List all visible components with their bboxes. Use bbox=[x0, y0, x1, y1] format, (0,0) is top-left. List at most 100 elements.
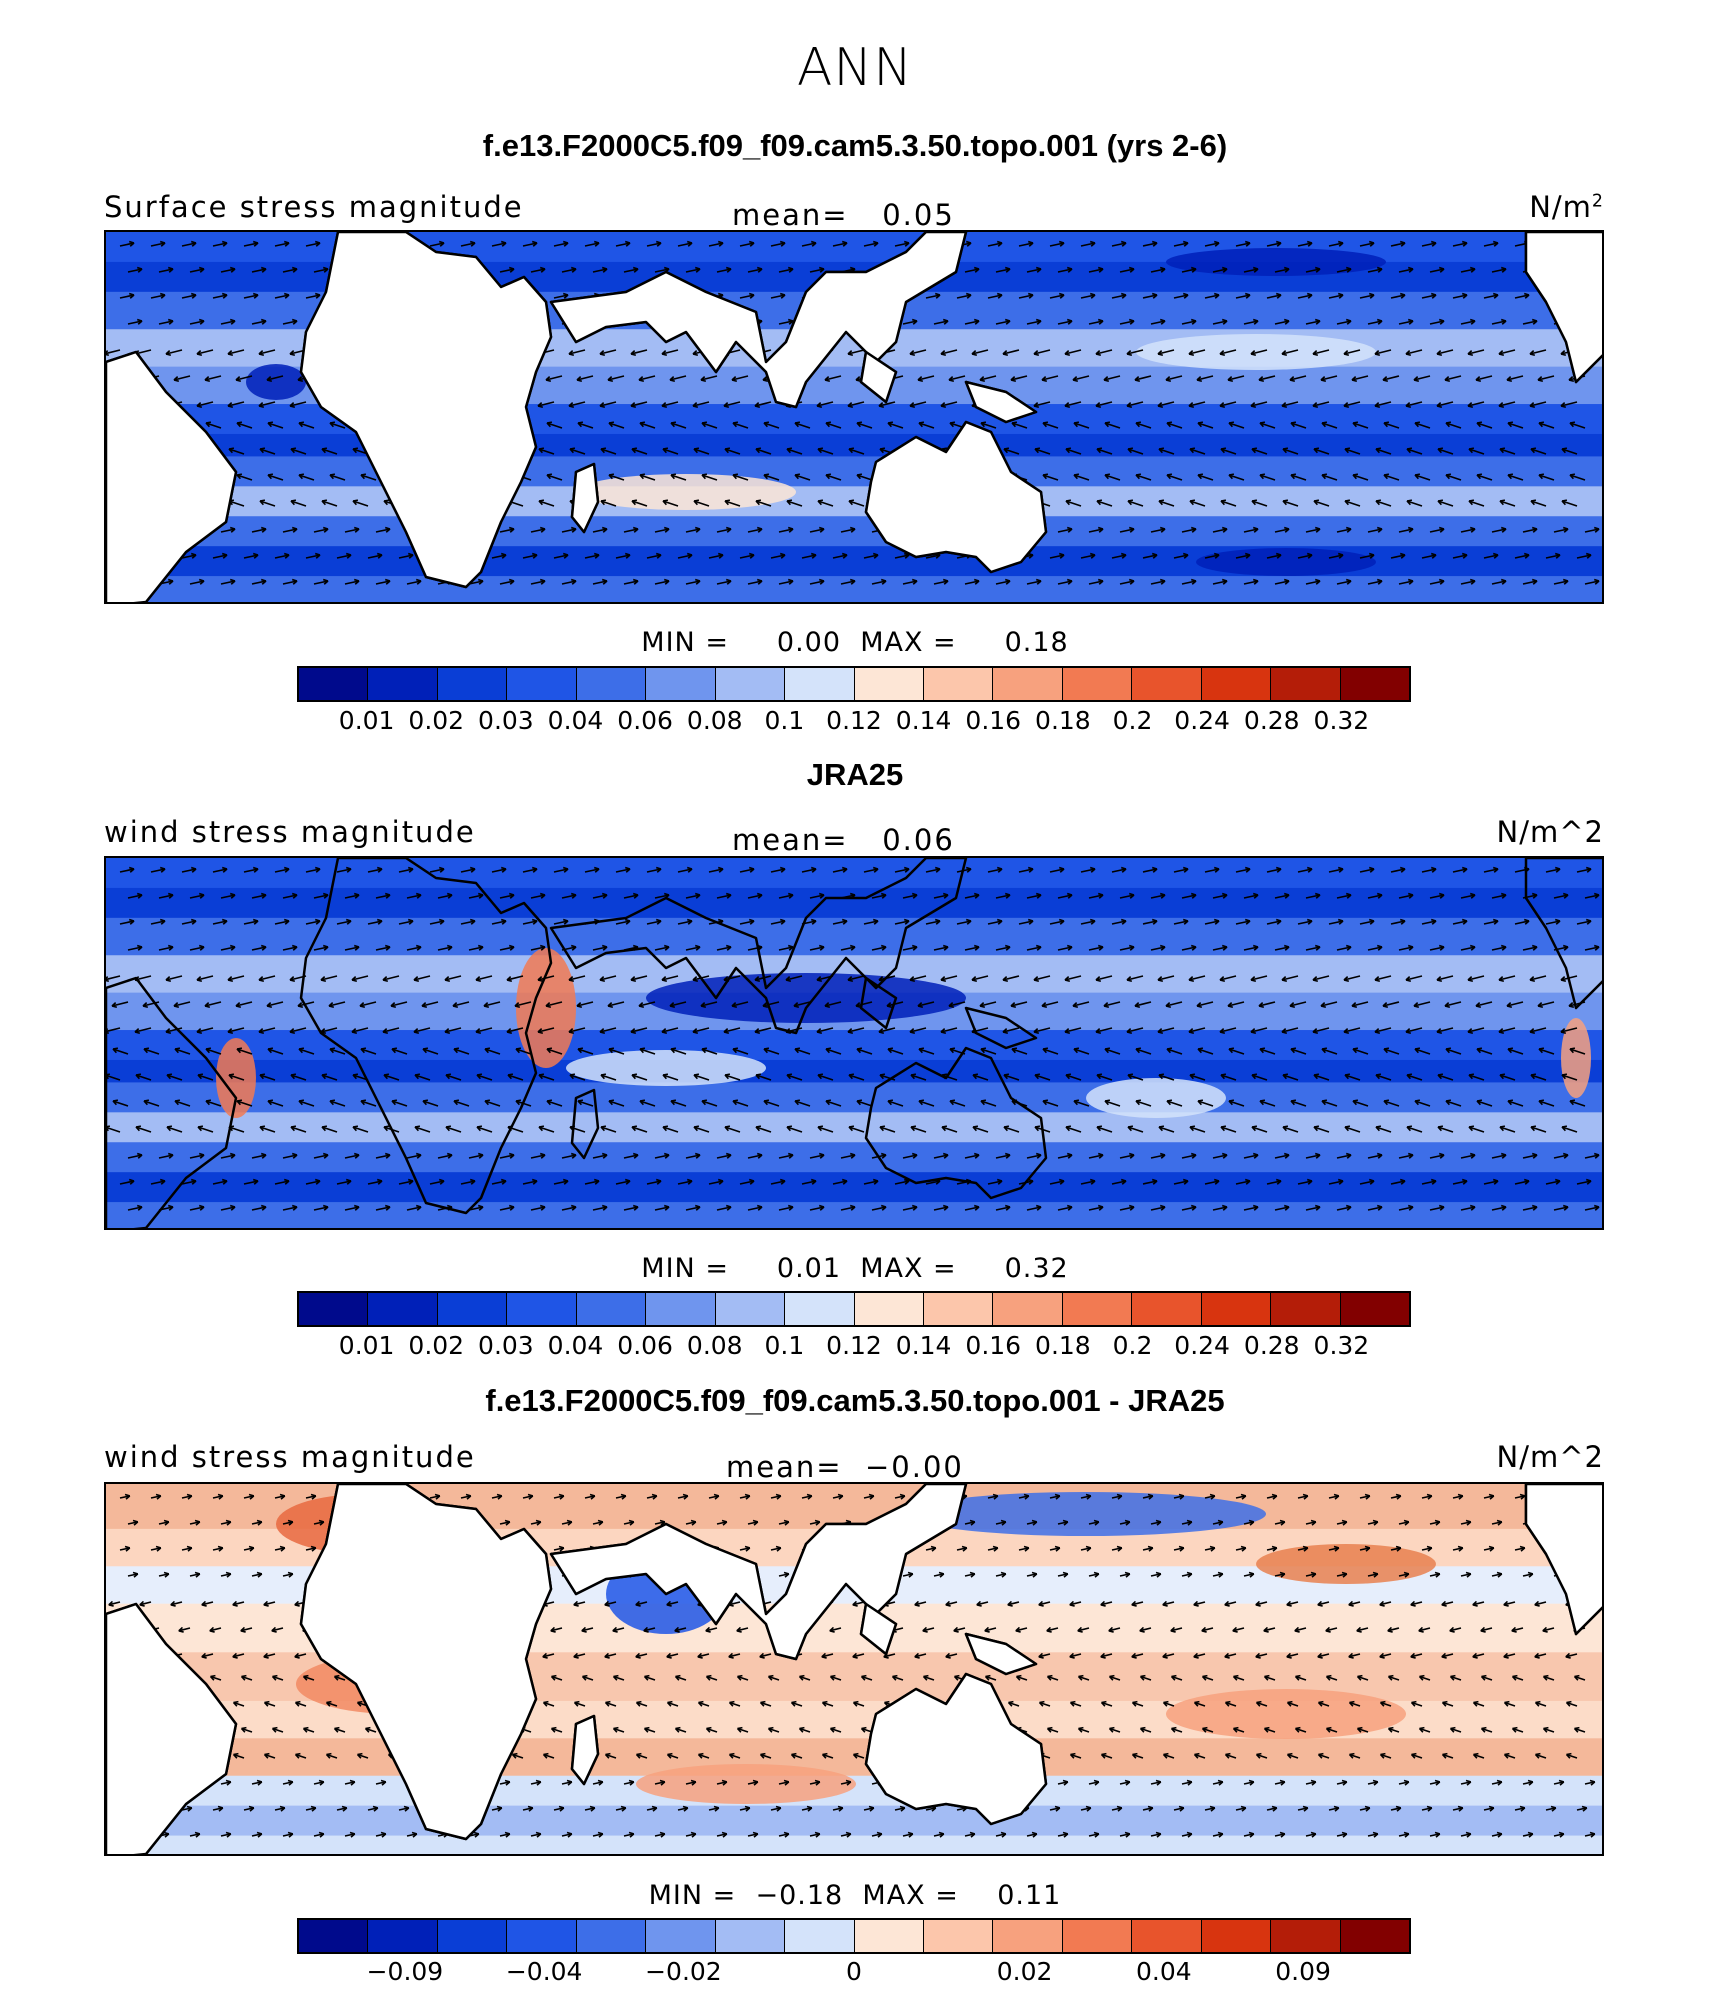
colorbar-swatch bbox=[507, 1293, 576, 1325]
colorbar-swatch bbox=[1202, 1293, 1271, 1325]
colorbar-swatch bbox=[924, 668, 993, 700]
colorbar-swatch bbox=[438, 1920, 507, 1952]
panel-2-units: N/m^2 bbox=[1497, 815, 1604, 849]
colorbar-tick-label: 0.16 bbox=[965, 1331, 1021, 1360]
colorbar-tick-label: 0.08 bbox=[687, 1331, 743, 1360]
panel-3-units-base: N/m^2 bbox=[1497, 1440, 1604, 1474]
colorbar-swatch bbox=[299, 1920, 368, 1952]
colorbar-tick-label: 0.14 bbox=[896, 706, 952, 735]
colorbar-swatch bbox=[785, 1293, 854, 1325]
colorbar-tick-label: 0.24 bbox=[1174, 706, 1230, 735]
colorbar-swatch bbox=[1271, 668, 1340, 700]
colorbar-swatch bbox=[577, 668, 646, 700]
panel-2-max-value: 0.32 bbox=[1005, 1253, 1069, 1284]
colorbar-tick-label: 0.02 bbox=[408, 706, 464, 735]
colorbar-swatch bbox=[716, 1293, 785, 1325]
panel-3-map-svg bbox=[106, 1484, 1604, 1856]
panel-1-mean: mean= 0.05 bbox=[732, 198, 955, 232]
colorbar-swatch bbox=[1132, 668, 1201, 700]
panel-2-min-value: 0.01 bbox=[777, 1253, 841, 1284]
colorbar-swatch bbox=[993, 1293, 1062, 1325]
colorbar-tick-label: 0.1 bbox=[764, 1331, 804, 1360]
panel-2-title: JRA25 bbox=[0, 757, 1710, 793]
colorbar-tick-label: 0.12 bbox=[826, 706, 882, 735]
colorbar-tick-label: 0.12 bbox=[826, 1331, 882, 1360]
panel-2-colorbar bbox=[297, 1291, 1411, 1327]
colorbar-swatch bbox=[1341, 1293, 1409, 1325]
panel-2-mean-value: 0.06 bbox=[882, 823, 955, 857]
colorbar-swatch bbox=[1063, 1920, 1132, 1952]
colorbar-tick-label: −0.04 bbox=[506, 1957, 583, 1986]
colorbar-swatch bbox=[855, 1920, 924, 1952]
colorbar-swatch bbox=[1271, 1920, 1340, 1952]
panel-1-map-svg bbox=[106, 232, 1604, 604]
panel-1-variable-label: Surface stress magnitude bbox=[104, 190, 524, 224]
colorbar-swatch bbox=[1341, 1920, 1409, 1952]
panel-3-max-label: MAX = bbox=[862, 1880, 958, 1911]
colorbar-swatch bbox=[368, 668, 437, 700]
colorbar-tick-label: 0.32 bbox=[1314, 706, 1370, 735]
colorbar-swatch bbox=[785, 668, 854, 700]
panel-2-units-base: N/m^2 bbox=[1497, 815, 1604, 849]
colorbar-tick-label: 0.28 bbox=[1244, 1331, 1300, 1360]
panel-1-minmax: MIN = 0.00 MAX = 0.18 bbox=[0, 627, 1710, 658]
colorbar-swatch bbox=[646, 1293, 715, 1325]
colorbar-swatch bbox=[993, 668, 1062, 700]
colorbar-swatch bbox=[785, 1920, 854, 1952]
colorbar-swatch bbox=[855, 668, 924, 700]
colorbar-tick-label: 0.01 bbox=[339, 706, 395, 735]
colorbar-swatch bbox=[1202, 668, 1271, 700]
panel-2-map-svg bbox=[106, 858, 1604, 1230]
colorbar-swatch bbox=[924, 1920, 993, 1952]
panel-1-title: f.e13.F2000C5.f09_f09.cam5.3.50.topo.001… bbox=[0, 128, 1710, 164]
figure-title: ANN bbox=[0, 38, 1710, 98]
colorbar-swatch bbox=[577, 1920, 646, 1952]
panel-3-min-label: MIN = bbox=[649, 1880, 737, 1911]
colorbar-tick-label: −0.02 bbox=[645, 1957, 722, 1986]
colorbar-tick-label: 0.06 bbox=[617, 1331, 673, 1360]
panel-1-colorbar bbox=[297, 666, 1411, 702]
colorbar-tick-label: 0.28 bbox=[1244, 706, 1300, 735]
colorbar-tick-label: 0.04 bbox=[548, 706, 604, 735]
panel-3-minmax: MIN = −0.18 MAX = 0.11 bbox=[0, 1880, 1710, 1911]
panel-1-max-label: MAX = bbox=[860, 627, 956, 658]
panel-2-min-label: MIN = bbox=[641, 1253, 729, 1284]
colorbar-tick-label: −0.09 bbox=[367, 1957, 444, 1986]
colorbar-tick-label: 0.14 bbox=[896, 1331, 952, 1360]
colorbar-swatch bbox=[716, 1920, 785, 1952]
panel-3-mean-label: mean= bbox=[726, 1450, 843, 1484]
panel-3-map bbox=[104, 1482, 1604, 1856]
colorbar-tick-label: 0.08 bbox=[687, 706, 743, 735]
panel-3-mean-value: −0.00 bbox=[865, 1450, 964, 1484]
colorbar-tick-label: 0.03 bbox=[478, 706, 534, 735]
colorbar-tick-label: 0.18 bbox=[1035, 706, 1091, 735]
panel-1-units-base: N/m bbox=[1529, 190, 1592, 224]
colorbar-tick-label: 0.02 bbox=[408, 1331, 464, 1360]
panel-3-min-value: −0.18 bbox=[755, 1880, 843, 1911]
colorbar-tick-label: 0.32 bbox=[1314, 1331, 1370, 1360]
colorbar-swatch bbox=[716, 668, 785, 700]
colorbar-tick-label: 0.16 bbox=[965, 706, 1021, 735]
colorbar-tick-label: 0.06 bbox=[617, 706, 673, 735]
colorbar-swatch bbox=[924, 1293, 993, 1325]
colorbar-tick-label: 0.04 bbox=[548, 1331, 604, 1360]
colorbar-tick-label: 0.24 bbox=[1174, 1331, 1230, 1360]
panel-1-mean-label: mean= bbox=[732, 198, 849, 232]
colorbar-tick-label: 0.04 bbox=[1136, 1957, 1192, 1986]
colorbar-swatch bbox=[299, 668, 368, 700]
colorbar-swatch bbox=[1341, 668, 1409, 700]
colorbar-swatch bbox=[438, 1293, 507, 1325]
panel-1-min-label: MIN = bbox=[641, 627, 729, 658]
colorbar-swatch bbox=[1202, 1920, 1271, 1952]
colorbar-tick-label: 0 bbox=[846, 1957, 862, 1986]
panel-2-max-label: MAX = bbox=[860, 1253, 956, 1284]
panel-1-units: N/m2 bbox=[1529, 190, 1604, 224]
colorbar-swatch bbox=[507, 668, 576, 700]
panel-2-minmax: MIN = 0.01 MAX = 0.32 bbox=[0, 1253, 1710, 1284]
colorbar-swatch bbox=[855, 1293, 924, 1325]
panel-1-units-sup: 2 bbox=[1592, 191, 1604, 211]
colorbar-swatch bbox=[507, 1920, 576, 1952]
colorbar-swatch bbox=[1063, 668, 1132, 700]
colorbar-swatch bbox=[368, 1293, 437, 1325]
